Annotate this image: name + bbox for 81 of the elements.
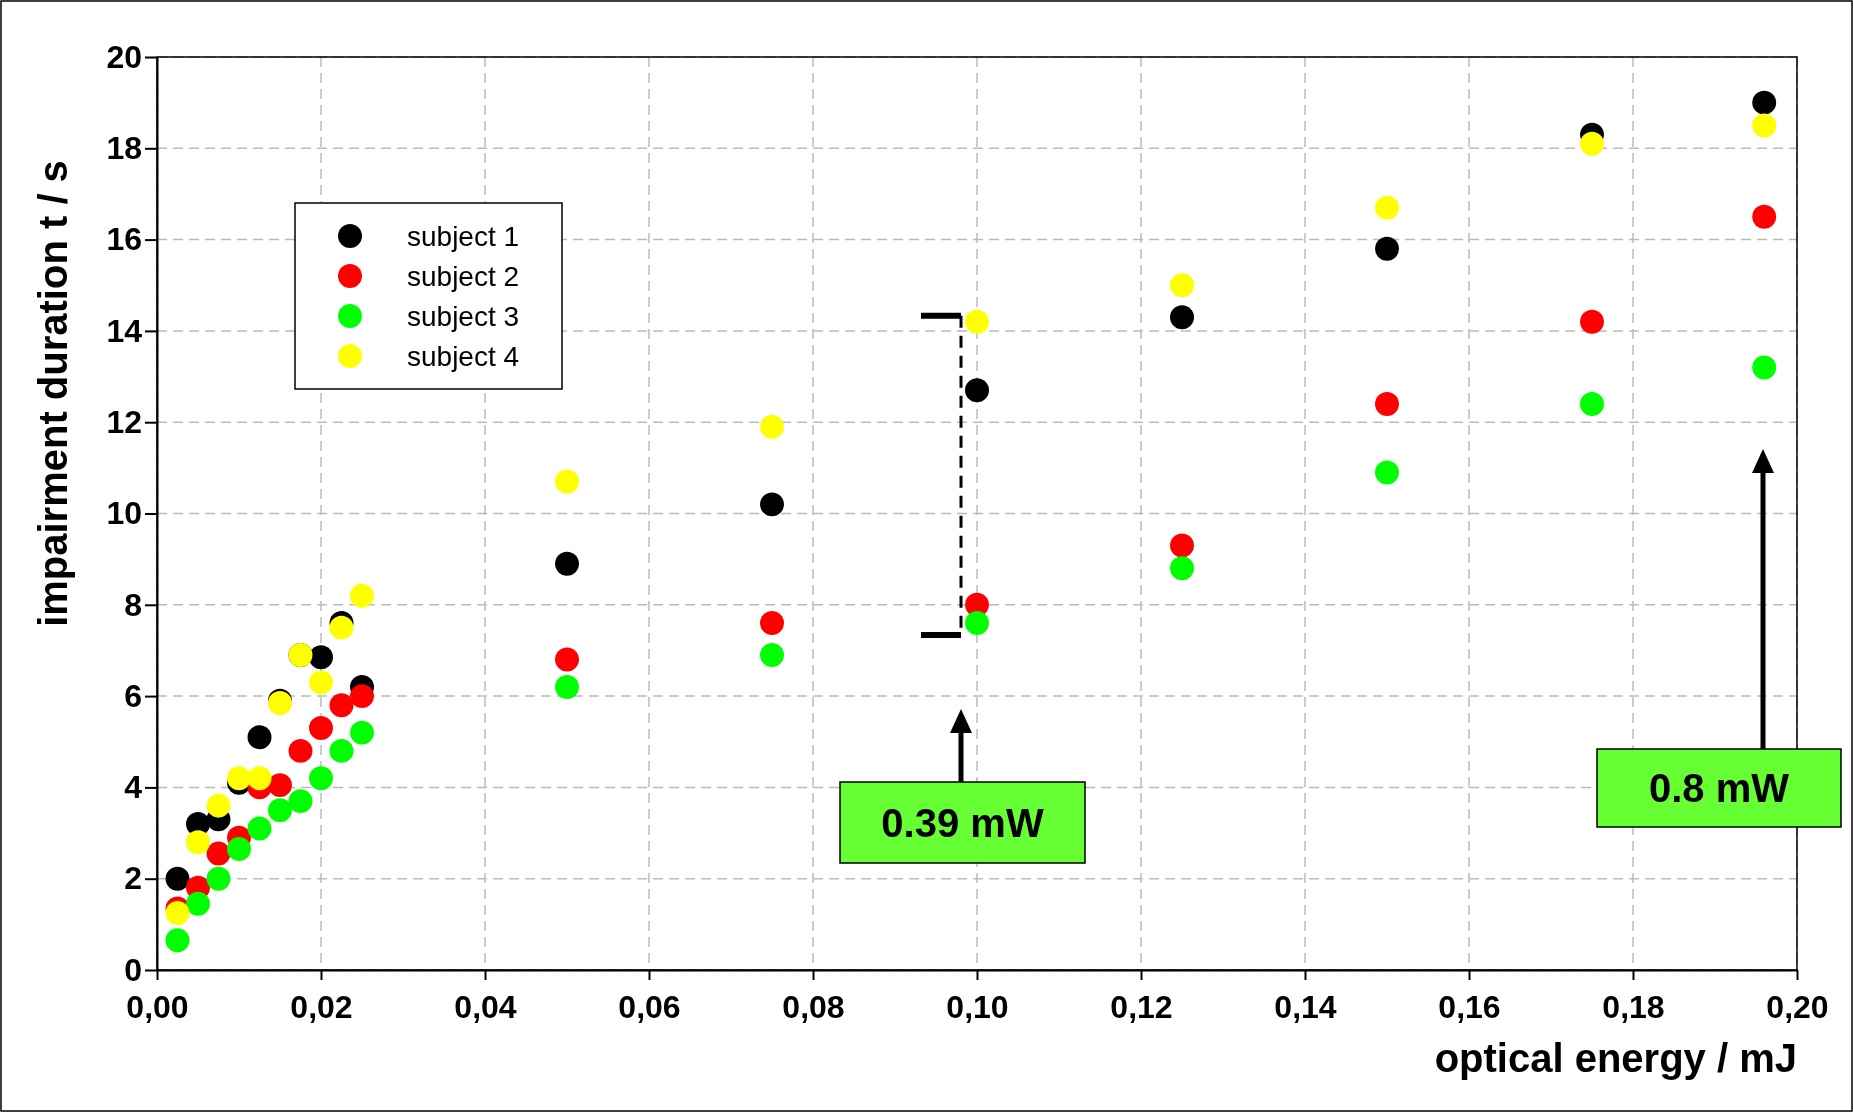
- point: [165, 928, 190, 953]
- point: [329, 615, 354, 640]
- point: [206, 841, 231, 866]
- point: [965, 611, 989, 635]
- y-tick-label: 8: [124, 586, 142, 623]
- point: [1752, 113, 1777, 138]
- x-tick-label: 0,16: [1438, 989, 1501, 1026]
- x-tick-label: 0,10: [946, 989, 1009, 1026]
- point: [1580, 309, 1604, 334]
- y-tick-label: 6: [124, 677, 142, 714]
- point: [288, 738, 313, 763]
- point: [1375, 392, 1399, 416]
- y-tick-label: 0: [124, 951, 142, 988]
- point: [1170, 556, 1194, 581]
- point: [1170, 305, 1194, 330]
- point: [760, 492, 784, 517]
- point: [555, 551, 579, 576]
- legend-label: subject 2: [407, 261, 520, 292]
- point: [247, 725, 272, 750]
- y-tick-label: 4: [124, 769, 143, 806]
- point: [186, 830, 210, 855]
- point: [186, 891, 210, 916]
- point: [555, 675, 579, 699]
- x-tick-label: 0,14: [1274, 989, 1337, 1026]
- annotation: 0.8 mW: [1648, 766, 1790, 810]
- point: [1375, 460, 1399, 485]
- x-tick-label: 0,00: [126, 989, 189, 1026]
- x-tick-label: 0,12: [1110, 989, 1173, 1026]
- point: [760, 643, 784, 667]
- point: [329, 738, 354, 763]
- annotation: 0.39 mW: [881, 800, 1044, 845]
- y-tick-label: 14: [106, 312, 143, 349]
- point: [1752, 90, 1777, 115]
- point: [1752, 204, 1777, 229]
- point: [329, 693, 354, 718]
- point: [1752, 355, 1777, 380]
- point: [760, 611, 784, 635]
- point: [1580, 392, 1604, 416]
- x-tick-label: 0,20: [1766, 989, 1829, 1026]
- legend-label: subject 4: [407, 341, 520, 372]
- point: [288, 789, 313, 814]
- legend-label: subject 1: [407, 221, 520, 252]
- point: [268, 798, 292, 823]
- point: [1375, 195, 1399, 220]
- point: [227, 837, 251, 861]
- point: [309, 766, 333, 791]
- point: [1375, 236, 1399, 261]
- x-tick-label: 0,06: [618, 989, 681, 1026]
- y-axis-title: impairment duration t / s: [31, 160, 75, 627]
- y-tick-label: 12: [106, 403, 142, 440]
- point: [965, 378, 989, 403]
- x-axis-title: optical energy / mJ: [1434, 1036, 1797, 1080]
- y-tick-label: 10: [106, 495, 142, 532]
- point: [350, 720, 374, 745]
- x-tick-label: 0,08: [782, 989, 845, 1026]
- point: [1580, 131, 1604, 156]
- point: [350, 684, 374, 709]
- point: [247, 816, 272, 841]
- y-tick-label: 18: [106, 130, 142, 167]
- x-tick-label: 0,18: [1602, 989, 1665, 1026]
- y-tick-label: 16: [106, 221, 142, 258]
- y-tick-label: 20: [106, 38, 142, 75]
- x-tick-label: 0,04: [454, 989, 517, 1026]
- point: [268, 773, 292, 798]
- point: [1170, 533, 1194, 558]
- point: [760, 414, 784, 439]
- x-tick-label: 0,02: [290, 989, 353, 1026]
- point: [206, 866, 231, 891]
- point: [555, 647, 579, 672]
- point: [309, 670, 333, 695]
- y-tick-label: 2: [124, 860, 142, 897]
- point: [965, 309, 989, 334]
- point: [309, 645, 333, 670]
- point: [1170, 273, 1194, 298]
- legend-label: subject 3: [407, 301, 520, 332]
- point: [247, 766, 272, 791]
- point: [165, 866, 190, 891]
- point: [206, 793, 231, 818]
- point: [350, 583, 374, 608]
- point: [555, 469, 579, 494]
- point: [309, 716, 333, 740]
